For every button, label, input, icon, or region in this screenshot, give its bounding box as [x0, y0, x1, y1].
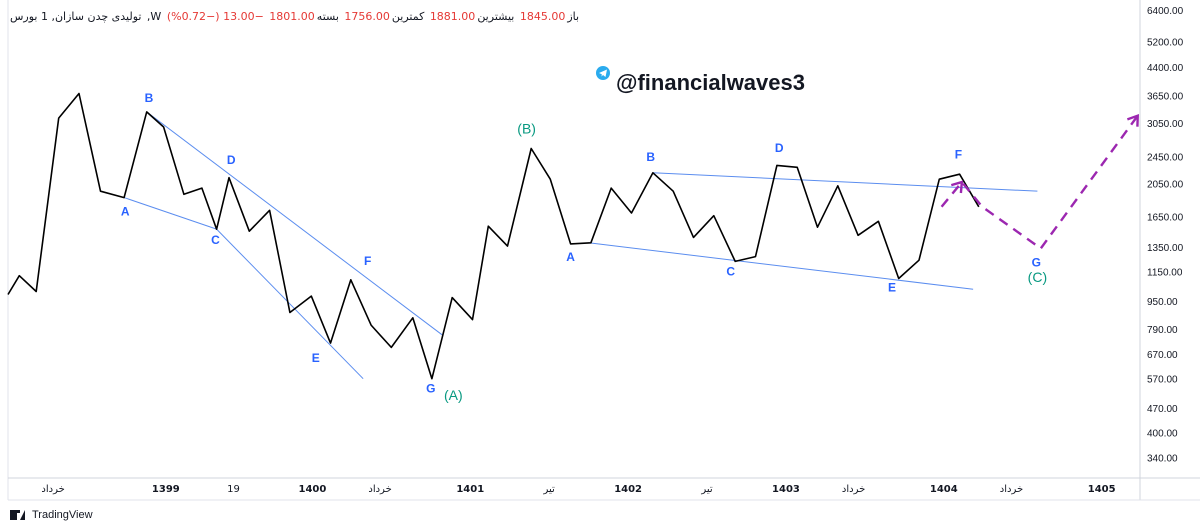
change-value: −13.00 (−0.72%)	[166, 10, 264, 23]
trendline	[652, 172, 1038, 192]
wave-label: (B)	[517, 120, 536, 136]
x-tick-label: 1400	[299, 484, 327, 495]
trendline	[588, 242, 974, 290]
open-label: باز	[567, 10, 580, 23]
x-tick-label: 1404	[930, 484, 958, 495]
symbol-header: تولیدی چدن سازان, 1 بورس ,W باز1845.00 ب…	[10, 10, 581, 23]
projection-path	[940, 114, 1139, 251]
y-tick-label: 1350.00	[1147, 243, 1184, 254]
brand-label: TradingView	[32, 509, 93, 521]
x-tick-label: خرداد	[368, 484, 391, 495]
price-line	[7, 92, 980, 380]
x-tick-label: 19	[227, 484, 240, 495]
y-tick-label: 400.00	[1147, 429, 1178, 440]
wave-label: (A)	[444, 387, 463, 403]
y-tick-label: 570.00	[1147, 375, 1178, 386]
y-tick-label: 2050.00	[1147, 180, 1184, 191]
x-tick-label: تیر	[543, 484, 556, 495]
y-tick-label: 5200.00	[1147, 38, 1184, 49]
wave-label: D	[775, 141, 784, 155]
low-label: کمترین	[391, 10, 425, 23]
low-value: 1756.00	[344, 10, 390, 23]
y-tick-label: 6400.00	[1147, 6, 1184, 17]
wave-label: B	[646, 150, 655, 164]
y-tick-label: 790.00	[1147, 325, 1178, 336]
watermark-text: @financialwaves3	[616, 70, 805, 95]
y-tick-label: 670.00	[1147, 350, 1178, 361]
trendline	[146, 111, 443, 336]
x-tick-label: تیر	[700, 484, 713, 495]
tradingview-footer[interactable]: TradingView	[10, 506, 93, 524]
close-value: 1801.00	[269, 10, 315, 23]
wave-label: D	[227, 153, 236, 167]
y-tick-label: 340.00	[1147, 453, 1178, 464]
x-tick-label: 1403	[772, 484, 800, 495]
wave-label: G	[1032, 255, 1041, 269]
wave-label: F	[955, 147, 962, 161]
y-tick-label: 3650.00	[1147, 92, 1184, 103]
projection-arrowhead	[950, 180, 964, 194]
wave-label: C	[726, 265, 735, 279]
wave-label: E	[312, 351, 320, 365]
watermark: @financialwaves3	[596, 66, 805, 95]
x-tick-label: 1401	[456, 484, 484, 495]
x-tick-label: 1402	[614, 484, 642, 495]
wave-label: B	[145, 91, 154, 105]
trendline	[216, 228, 364, 380]
symbol-title[interactable]: تولیدی چدن سازان, 1	[40, 10, 142, 23]
symbol-exchange: بورس ,W	[10, 10, 162, 23]
y-tick-label: 3050.00	[1147, 119, 1184, 130]
y-tick-label: 1650.00	[1147, 213, 1184, 224]
x-tick-label: 1405	[1088, 484, 1116, 495]
y-tick-label: 4400.00	[1147, 63, 1184, 74]
wave-label: E	[888, 280, 896, 294]
y-tick-label: 470.00	[1147, 404, 1178, 415]
y-tick-label: 1150.00	[1147, 268, 1183, 279]
wave-label: (C)	[1028, 269, 1047, 285]
close-label: بسته	[316, 10, 339, 23]
wave-label: C	[211, 233, 220, 247]
x-tick-label: خرداد	[842, 484, 865, 495]
x-tick-label: خرداد	[41, 484, 64, 495]
high-label: بیشترین	[477, 10, 515, 23]
x-tick-label: 1399	[152, 484, 180, 495]
wave-label: G	[426, 382, 435, 396]
high-value: 1881.00	[429, 10, 476, 23]
y-tick-label: 950.00	[1147, 297, 1178, 308]
wave-label: A	[121, 205, 130, 219]
wave-label: A	[566, 250, 575, 264]
y-tick-label: 2450.00	[1147, 152, 1184, 163]
telegram-plane-icon	[599, 69, 607, 77]
wave-label: F	[364, 254, 371, 268]
open-value: 1845.00	[519, 10, 566, 23]
trendline	[123, 197, 217, 230]
tradingview-logo-icon	[10, 510, 26, 520]
projection-arrowhead	[1126, 113, 1139, 127]
x-tick-label: خرداد	[1000, 484, 1023, 495]
